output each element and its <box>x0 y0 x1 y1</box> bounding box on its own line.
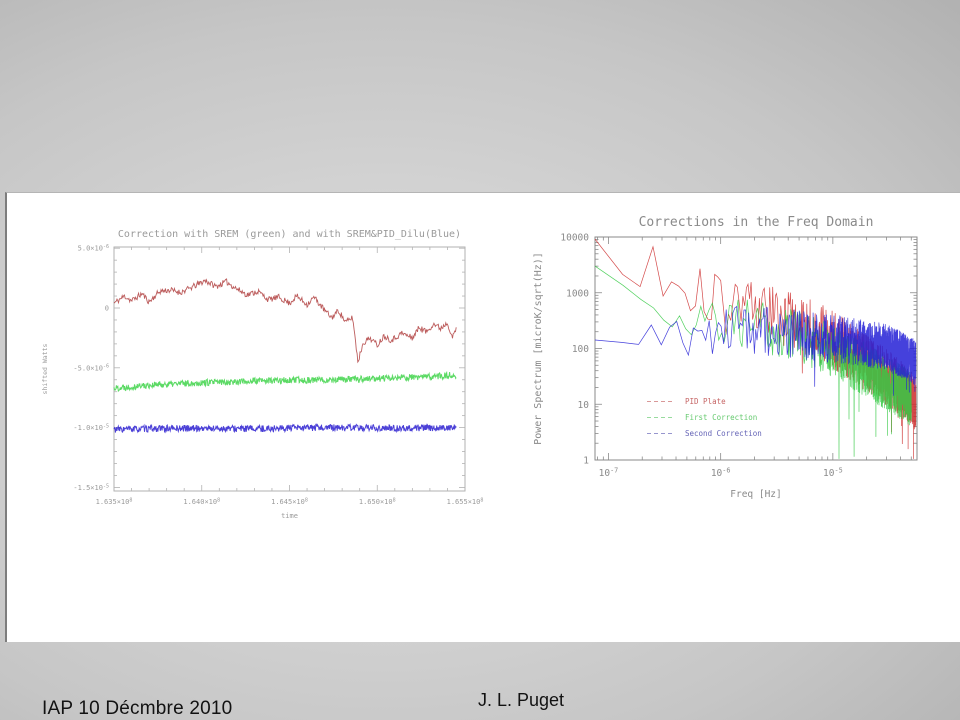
svg-text:1: 1 <box>583 456 589 467</box>
freq-domain-chart-series-first-correction <box>594 265 912 459</box>
freq-domain-chart-series-second-correction <box>594 305 917 396</box>
freq-domain-chart-axes: 10-7 10-6 10-5 1 10 100 1000 10000 <box>560 233 918 479</box>
svg-text:10000: 10000 <box>560 233 589 244</box>
time-domain-chart-series-first-correction <box>113 370 457 393</box>
svg-text:1.655×108: 1.655×108 <box>447 497 484 506</box>
freq-domain-chart-legend-label-pid-plate: PID Plate <box>685 397 726 406</box>
footer-date: IAP 10 Décmbre 2010 <box>42 698 233 719</box>
svg-text:10-5: 10-5 <box>823 466 843 479</box>
svg-text:-1.5×10-5: -1.5×10-5 <box>73 483 109 492</box>
svg-text:1.640×108: 1.640×108 <box>183 497 220 506</box>
freq-domain-chart-legend: PID Plate First Correction Second Correcti… <box>647 397 762 438</box>
time-domain-chart-title: Correction with SREM (green) and with SR… <box>118 229 461 240</box>
time-domain-chart-axes: 1.635×108 1.640×108 1.645×108 1.650×108 1.65… <box>73 244 483 506</box>
time-domain-chart: 1.635×108 1.640×108 1.645×108 1.650×108 1.65… <box>41 229 483 520</box>
svg-text:1.650×108: 1.650×108 <box>359 497 396 506</box>
svg-text:-1.0×10-5: -1.0×10-5 <box>73 423 109 432</box>
freq-domain-chart-xlabel: Freq [Hz] <box>730 489 781 500</box>
freq-domain-chart-title: Corrections in the Freq Domain <box>639 215 874 230</box>
figure-panel: 1.635×108 1.640×108 1.645×108 1.650×108 1.65… <box>5 192 960 642</box>
svg-text:-5.0×10-6: -5.0×10-6 <box>73 364 109 373</box>
freq-domain-chart-ylabel: Power Spectrum [microK/sqrt(Hz)] <box>533 252 544 445</box>
time-domain-chart-xlabel: time <box>281 512 298 520</box>
figure-charts-svg: 1.635×108 1.640×108 1.645×108 1.650×108 1.65… <box>41 215 918 520</box>
time-domain-chart-series-pid-plate <box>113 278 457 364</box>
svg-text:10-7: 10-7 <box>599 466 619 479</box>
freq-domain-chart-legend-label-first-correction: First Correction <box>685 413 757 422</box>
svg-text:1000: 1000 <box>566 288 589 299</box>
svg-text:5.0×10-6: 5.0×10-6 <box>78 244 109 253</box>
freq-domain-chart: 10-7 10-6 10-5 1 10 100 1000 10000 Corrections i… <box>533 215 918 500</box>
svg-text:0: 0 <box>105 305 109 313</box>
svg-text:1.645×108: 1.645×108 <box>271 497 308 506</box>
footer-author: J. L. Puget <box>478 690 565 710</box>
svg-text:10: 10 <box>578 400 590 411</box>
svg-text:10-6: 10-6 <box>711 466 731 479</box>
freq-domain-chart-legend-label-second-correction: Second Correction <box>685 429 762 438</box>
time-domain-chart-series-second-correction <box>113 422 457 434</box>
svg-text:100: 100 <box>572 344 589 355</box>
svg-text:1.635×108: 1.635×108 <box>96 497 133 506</box>
time-domain-chart-ylabel: shifted Watts <box>41 343 49 394</box>
